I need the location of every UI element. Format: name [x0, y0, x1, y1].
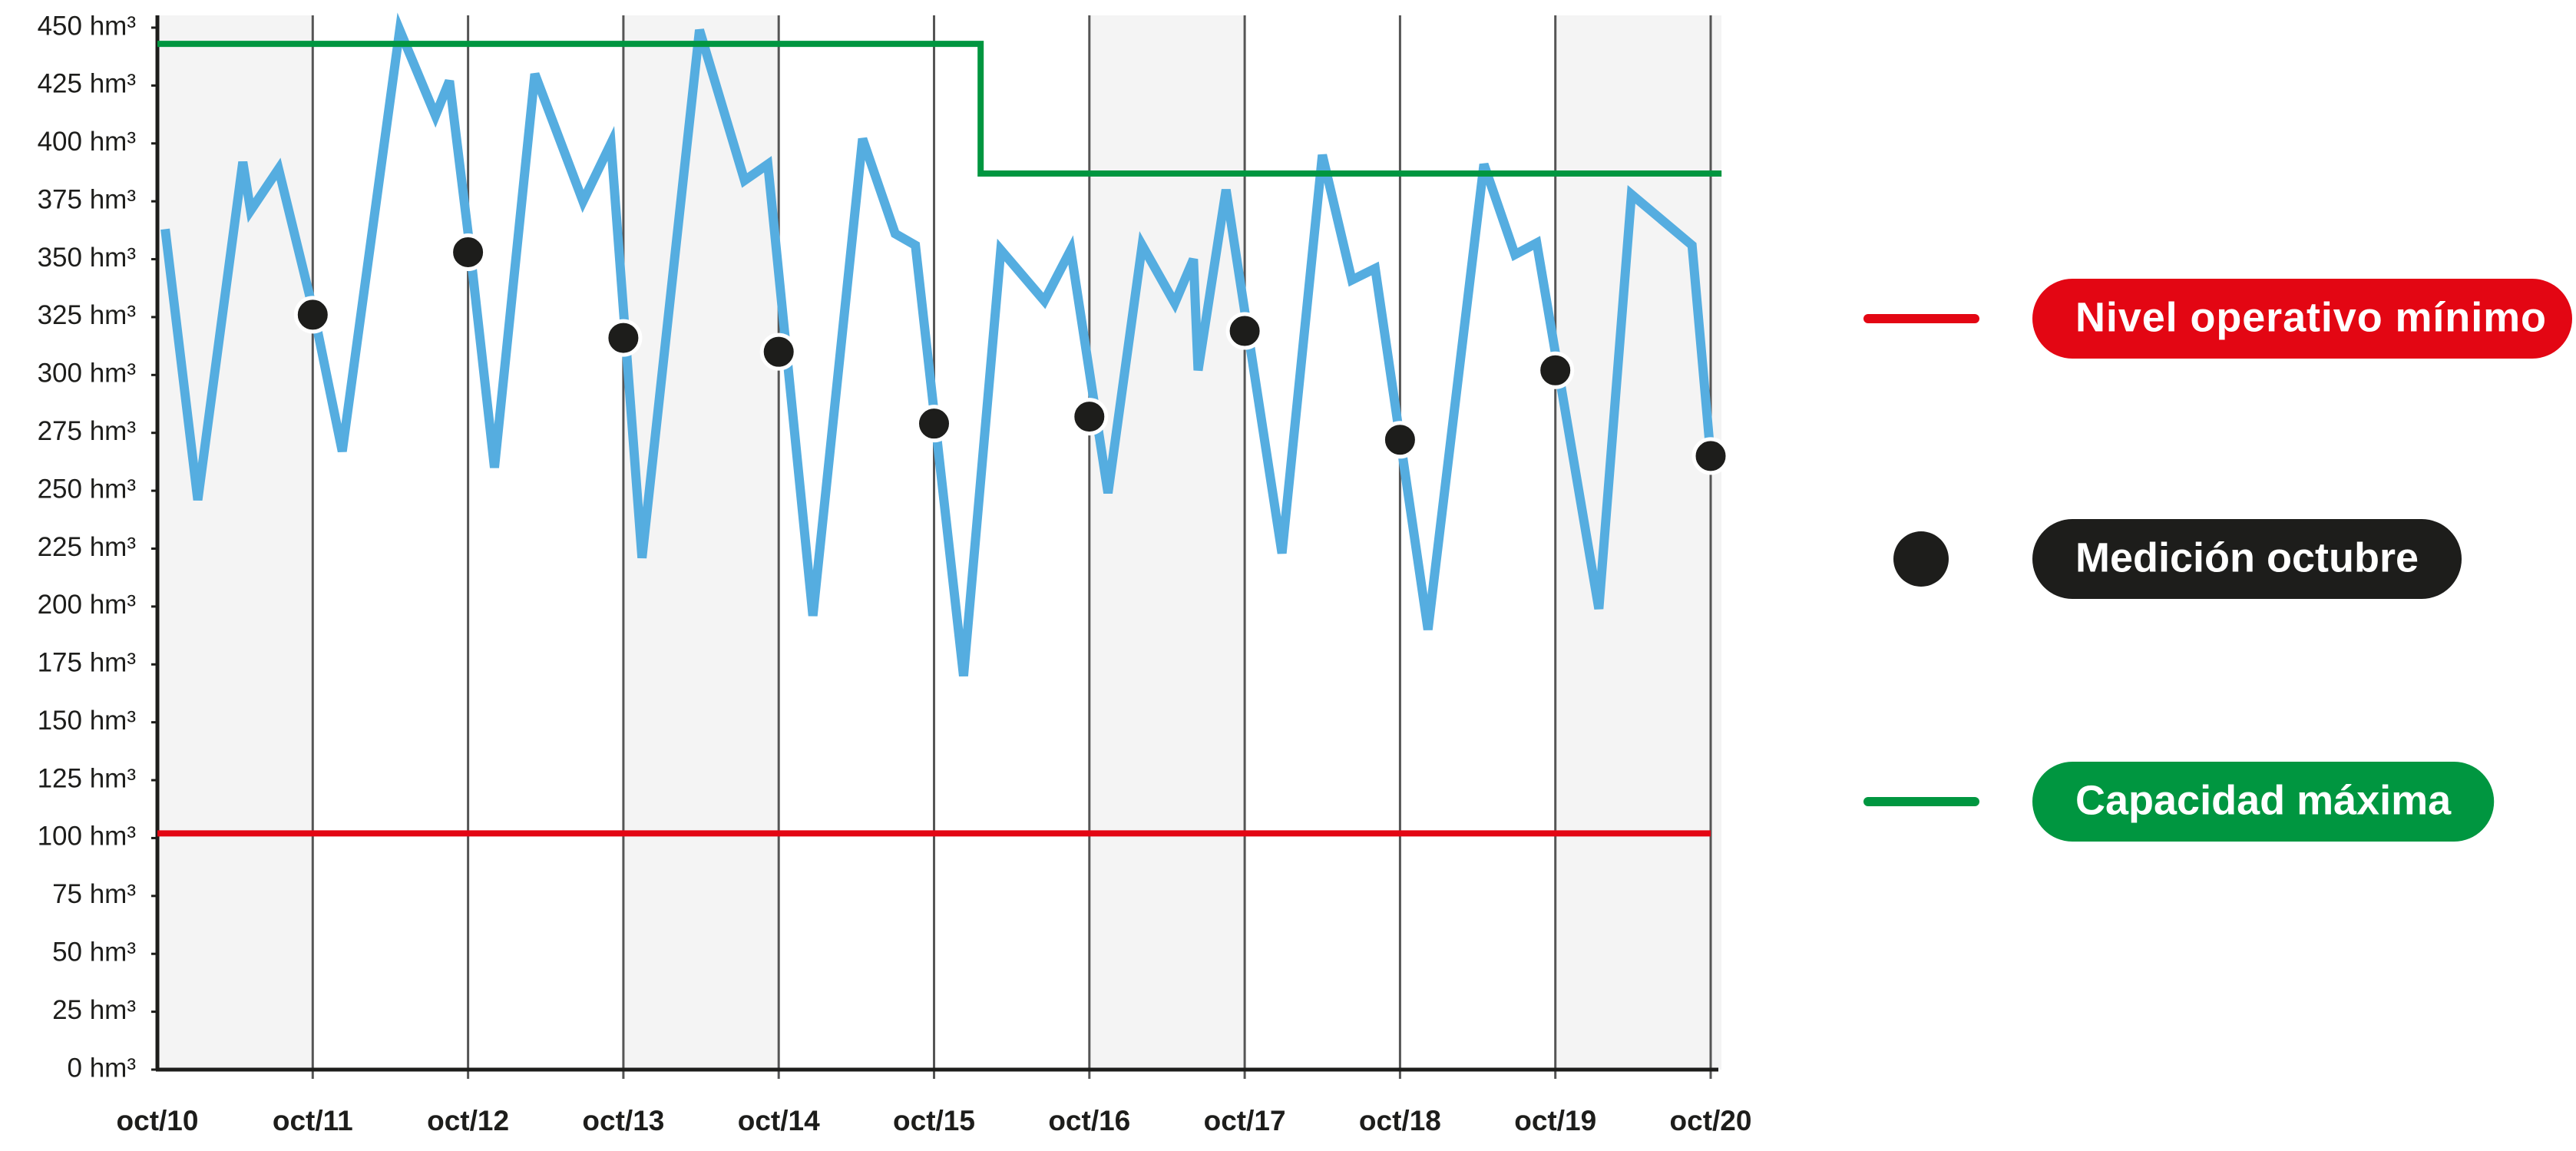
legend-label: Nivel operativo mínimo — [2075, 294, 2546, 340]
series-line — [157, 41, 1722, 177]
y-tick-label: 325 hm³ — [38, 300, 136, 330]
legend-label: Capacidad máxima — [2075, 777, 2452, 823]
data-point — [1691, 437, 1730, 475]
y-tick-label: 350 hm³ — [38, 243, 136, 273]
legend-item: Medición octubre — [2032, 519, 2462, 599]
legend-pill — [2032, 279, 2572, 359]
x-tick-label: oct/11 — [273, 1105, 353, 1136]
x-tick-label: oct/13 — [582, 1105, 664, 1136]
y-tick-label: 25 hm³ — [52, 995, 136, 1025]
x-tick-label: oct/10 — [117, 1105, 199, 1136]
legend-item: Nivel operativo mínimo — [2032, 279, 2572, 359]
data-point — [1381, 421, 1419, 459]
x-tick-label: oct/14 — [738, 1105, 820, 1136]
y-tick-label: 375 hm³ — [38, 184, 136, 214]
x-tick-label: oct/17 — [1204, 1105, 1286, 1136]
y-tick-label: 250 hm³ — [38, 474, 136, 504]
y-tick-label: 200 hm³ — [38, 590, 136, 620]
y-tick-label: 175 hm³ — [38, 648, 136, 678]
legend-pill — [2032, 519, 2462, 599]
series-line — [160, 12, 1715, 677]
y-tick-label: 400 hm³ — [38, 127, 136, 157]
legend-marker — [1893, 531, 1949, 587]
y-tick-label: 275 hm³ — [38, 416, 136, 446]
x-tick-label: oct/15 — [893, 1105, 975, 1136]
y-tick-label: 0 hm³ — [68, 1053, 136, 1083]
y-tick-label: 300 hm³ — [38, 359, 136, 389]
data-point — [293, 296, 332, 334]
band — [623, 15, 779, 1070]
data-point — [604, 319, 643, 357]
x-tick-label: oct/19 — [1514, 1105, 1596, 1136]
data-point — [1070, 398, 1109, 436]
y-tick-label: 100 hm³ — [38, 822, 136, 852]
x-tick-label: oct/16 — [1048, 1105, 1130, 1136]
y-tick-label: 150 hm³ — [38, 706, 136, 736]
data-point — [759, 332, 798, 371]
data-point — [1225, 312, 1264, 350]
x-tick-label: oct/12 — [427, 1105, 509, 1136]
y-tick-label: 50 hm³ — [52, 937, 136, 967]
legend-pill — [2032, 762, 2495, 842]
y-tick-label: 425 hm³ — [38, 69, 136, 99]
data-point — [449, 233, 488, 272]
band — [157, 15, 313, 1070]
data-point — [915, 405, 953, 443]
y-tick-label: 225 hm³ — [38, 532, 136, 562]
x-tick-label: oct/20 — [1670, 1105, 1752, 1136]
band — [1089, 15, 1245, 1070]
y-tick-label: 125 hm³ — [38, 763, 136, 793]
y-tick-label: 450 hm³ — [38, 11, 136, 41]
data-point — [1536, 351, 1575, 389]
x-tick-label: oct/18 — [1359, 1105, 1441, 1136]
legend-label: Medición octubre — [2075, 534, 2419, 580]
legend-item: Capacidad máxima — [2032, 762, 2495, 842]
y-tick-label: 75 hm³ — [52, 879, 136, 909]
